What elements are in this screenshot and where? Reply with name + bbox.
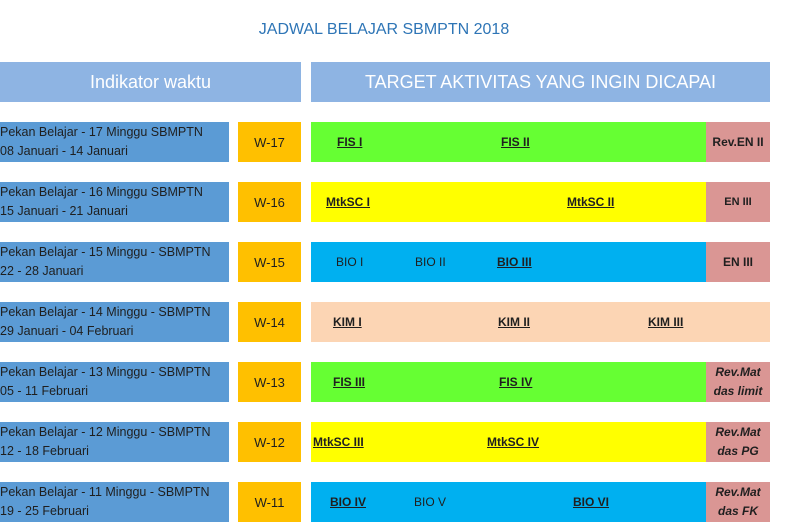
schedule-row-w17: Pekan Belajar - 17 Minggu SBMPTN 08 Janu…: [0, 122, 794, 162]
date-range: 19 - 25 Februari: [0, 504, 89, 518]
header-target-activity: TARGET AKTIVITAS YANG INGIN DICAPAI: [311, 62, 770, 102]
review-text: Rev.EN II: [712, 134, 764, 149]
activity-item: MtkSC I: [326, 195, 371, 209]
review-cell: EN III: [706, 182, 770, 222]
week-code: W-11: [238, 482, 301, 522]
activity-item: FIS IV: [499, 375, 533, 389]
week-label: Pekan Belajar - 16 Minggu SBMPTN: [0, 185, 203, 199]
review-line: Rev.Mat: [715, 365, 761, 379]
review-cell: Rev.Mat das FK: [706, 482, 770, 522]
review-text: EN III: [722, 254, 753, 269]
review-cell: EN III: [706, 242, 770, 282]
review-text: Rev.Mat das PG: [715, 423, 760, 461]
target-bar: BIO IV BIO V BIO VI: [311, 482, 706, 522]
time-indicator-cell: Pekan Belajar - 16 Minggu SBMPTN 15 Janu…: [0, 182, 229, 222]
target-bar: FIS III FIS IV: [311, 362, 706, 402]
date-range: 29 Januari - 04 Februari: [0, 324, 134, 338]
header-divider-mark: [229, 96, 239, 102]
review-line: das limit: [713, 384, 763, 398]
week-code: W-12: [238, 422, 301, 462]
activity-item: BIO V: [414, 495, 447, 509]
target-bar: FIS I FIS II: [311, 122, 706, 162]
time-indicator-cell: Pekan Belajar - 11 Minggu - SBMPTN 19 - …: [0, 482, 229, 522]
schedule-row-w12: Pekan Belajar - 12 Minggu - SBMPTN 12 - …: [0, 422, 794, 462]
target-bar: KIM I KIM II KIM III: [311, 302, 770, 342]
time-indicator-cell: Pekan Belajar - 17 Minggu SBMPTN 08 Janu…: [0, 122, 229, 162]
date-range: 12 - 18 Februari: [0, 444, 89, 458]
week-label: Pekan Belajar - 13 Minggu - SBMPTN: [0, 365, 211, 379]
schedule-row-w14: Pekan Belajar - 14 Minggu - SBMPTN 29 Ja…: [0, 302, 794, 342]
activity-item: MtkSC IV: [487, 435, 540, 449]
activity-item: BIO VI: [573, 495, 610, 509]
review-line: Rev.Mat: [715, 425, 761, 439]
week-label: Pekan Belajar - 14 Minggu - SBMPTN: [0, 305, 211, 319]
time-indicator-cell: Pekan Belajar - 15 Minggu - SBMPTN 22 - …: [0, 242, 229, 282]
date-range: 05 - 11 Februari: [0, 384, 89, 398]
review-cell: Rev.Mat das limit: [706, 362, 770, 402]
week-label: Pekan Belajar - 12 Minggu - SBMPTN: [0, 425, 211, 439]
activity-item: MtkSC II: [567, 195, 615, 209]
activity-item: BIO IV: [330, 495, 367, 509]
activity-item: KIM II: [498, 315, 530, 329]
review-text: EN III: [724, 195, 752, 208]
week-code: W-16: [238, 182, 301, 222]
activity-item: FIS I: [337, 135, 363, 149]
review-cell: Rev.EN II: [706, 122, 770, 162]
activity-item: BIO I: [336, 255, 364, 269]
activity-item: KIM I: [333, 315, 362, 329]
target-bar: MtkSC III MtkSC IV: [311, 422, 706, 462]
header-time-indicator: Indikator waktu: [0, 62, 301, 102]
target-bar: MtkSC I MtkSC II: [311, 182, 706, 222]
activity-item: FIS II: [501, 135, 530, 149]
schedule-row-w11: Pekan Belajar - 11 Minggu - SBMPTN 19 - …: [0, 482, 794, 522]
activity-item: BIO II: [415, 255, 446, 269]
week-label: Pekan Belajar - 11 Minggu - SBMPTN: [0, 485, 210, 499]
review-text: Rev.Mat das limit: [714, 363, 763, 401]
date-range: 15 Januari - 21 Januari: [0, 204, 128, 218]
review-line: das PG: [717, 444, 759, 458]
activity-item: BIO III: [497, 255, 532, 269]
review-cell: Rev.Mat das PG: [706, 422, 770, 462]
schedule-row-w16: Pekan Belajar - 16 Minggu SBMPTN 15 Janu…: [0, 182, 794, 222]
activity-item: FIS III: [333, 375, 366, 389]
week-code: W-13: [238, 362, 301, 402]
review-line: Rev.Mat: [715, 485, 761, 499]
date-range: 22 - 28 Januari: [0, 264, 84, 278]
week-code: W-14: [238, 302, 301, 342]
review-line: das FK: [717, 504, 758, 518]
time-indicator-cell: Pekan Belajar - 12 Minggu - SBMPTN 12 - …: [0, 422, 229, 462]
date-range: 08 Januari - 14 Januari: [0, 144, 128, 158]
week-code: W-17: [238, 122, 301, 162]
page-title: JADWAL BELAJAR SBMPTN 2018: [258, 21, 510, 38]
week-label: Pekan Belajar - 15 Minggu - SBMPTN: [0, 245, 211, 259]
week-code: W-15: [238, 242, 301, 282]
schedule-row-w15: Pekan Belajar - 15 Minggu - SBMPTN 22 - …: [0, 242, 794, 282]
schedule-row-w13: Pekan Belajar - 13 Minggu - SBMPTN 05 - …: [0, 362, 794, 402]
activity-item: KIM III: [648, 315, 684, 329]
time-indicator-cell: Pekan Belajar - 14 Minggu - SBMPTN 29 Ja…: [0, 302, 229, 342]
activity-item: MtkSC III: [313, 435, 364, 449]
week-label: Pekan Belajar - 17 Minggu SBMPTN: [0, 125, 203, 139]
target-bar: BIO I BIO II BIO III: [311, 242, 706, 282]
review-text: Rev.Mat das FK: [715, 483, 760, 521]
time-indicator-cell: Pekan Belajar - 13 Minggu - SBMPTN 05 - …: [0, 362, 229, 402]
